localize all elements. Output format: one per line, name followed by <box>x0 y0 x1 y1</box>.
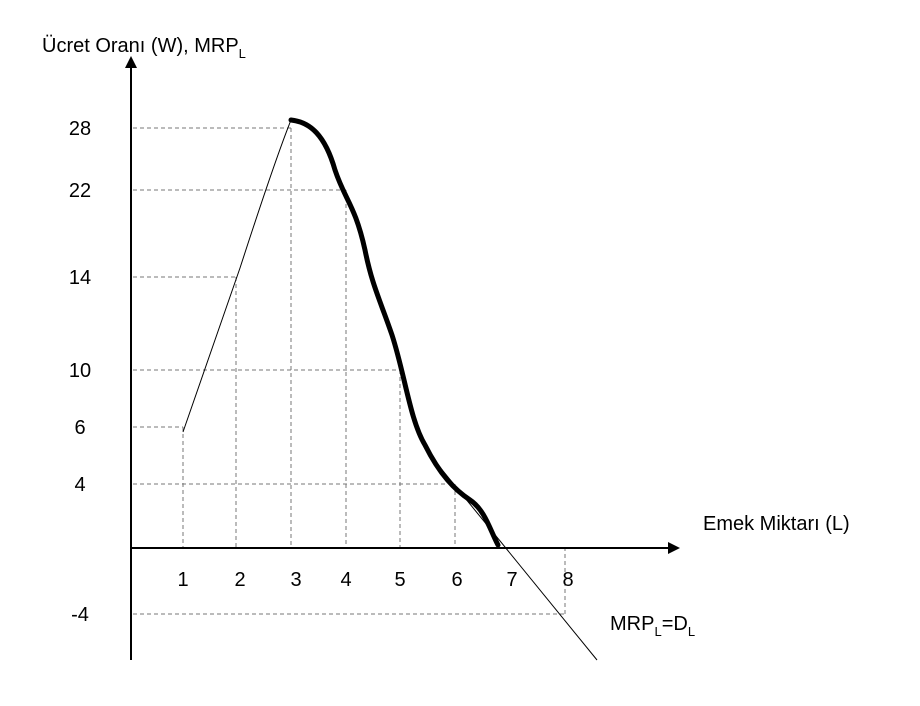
x-tick-label: 7 <box>506 569 517 591</box>
curve-label: MRPL=DL <box>610 613 695 639</box>
y-axis-label-sub: L <box>239 46 246 61</box>
x-tick-label: 3 <box>290 569 301 591</box>
guide-lines <box>133 127 566 615</box>
y-tick-label: 10 <box>69 360 91 382</box>
curve-label-eq: =D <box>662 613 688 635</box>
x-tick-label: 4 <box>340 569 351 591</box>
curve-label-main: MRP <box>610 613 654 635</box>
x-tick-label: 6 <box>451 569 462 591</box>
mrp-rising <box>182 119 292 433</box>
y-tick-label: 22 <box>69 180 91 202</box>
x-tick-label: 2 <box>234 569 245 591</box>
x-tick-label: 1 <box>177 569 188 591</box>
y-tick-label: 28 <box>69 118 91 140</box>
y-tick-label: 14 <box>69 267 91 289</box>
y-axis-label: Ücret Oranı (W), MRPL <box>42 35 246 61</box>
demand-curve <box>288 117 501 548</box>
y-tick-label: -4 <box>71 604 89 626</box>
y-tick-label: 6 <box>74 417 85 439</box>
curve-label-sub: L <box>654 624 661 639</box>
y-tick-label: 4 <box>74 474 85 496</box>
x-tick-label: 5 <box>394 569 405 591</box>
x-tick-label: 8 <box>562 569 573 591</box>
x-axis-label: Emek Miktarı (L) <box>703 513 850 535</box>
curve-label-sub: L <box>688 624 695 639</box>
y-axis-label-main: Ücret Oranı (W), MRP <box>42 35 239 57</box>
